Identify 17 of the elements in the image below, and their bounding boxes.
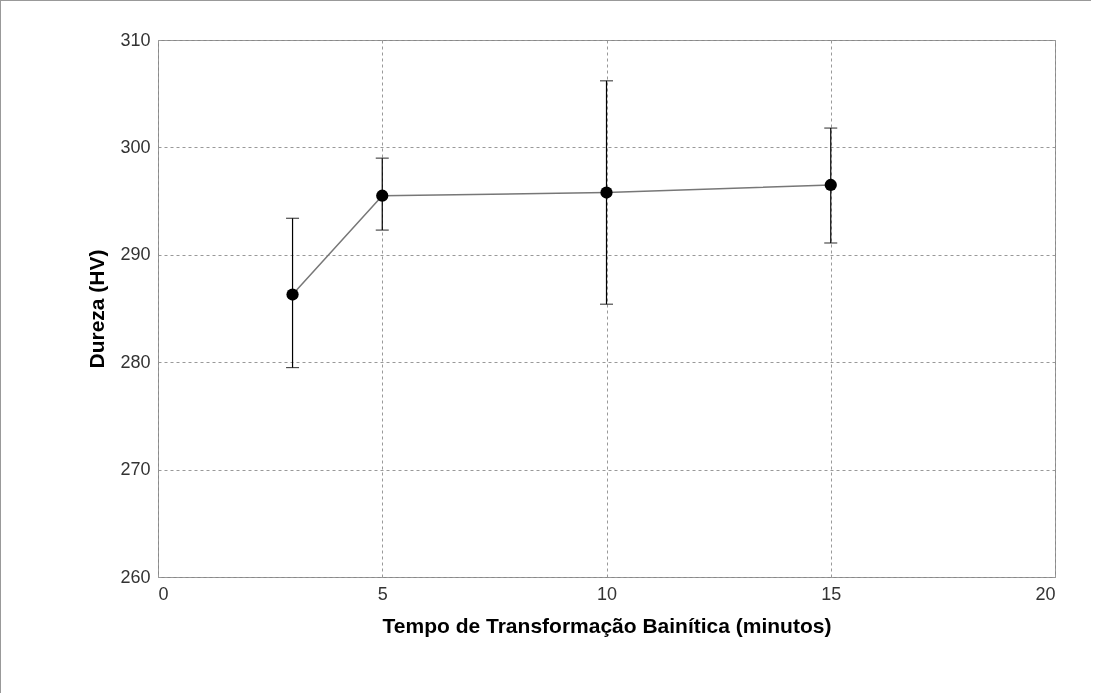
x-tick-label: 15 xyxy=(821,583,842,604)
y-tick-label: 280 xyxy=(120,351,151,372)
x-tick-label: 10 xyxy=(596,583,618,604)
point xyxy=(286,288,299,301)
x-tick-label: 0 xyxy=(158,583,169,604)
y-axis-title: Dureza (HV) xyxy=(85,249,109,369)
x-tick-label: 20 xyxy=(1035,583,1056,604)
y-tick-label: 270 xyxy=(120,459,151,480)
x-tick-label: 5 xyxy=(377,583,388,604)
y-tick-label: 260 xyxy=(120,566,151,587)
point xyxy=(600,186,613,199)
y-tick-label: 310 xyxy=(120,29,151,50)
y-tick-label: 300 xyxy=(120,136,151,157)
point xyxy=(376,189,389,202)
y-tick-label: 290 xyxy=(120,244,151,265)
x-axis-title: Tempo de Transformação Bainítica (minutos) xyxy=(382,613,832,637)
point xyxy=(824,178,837,192)
